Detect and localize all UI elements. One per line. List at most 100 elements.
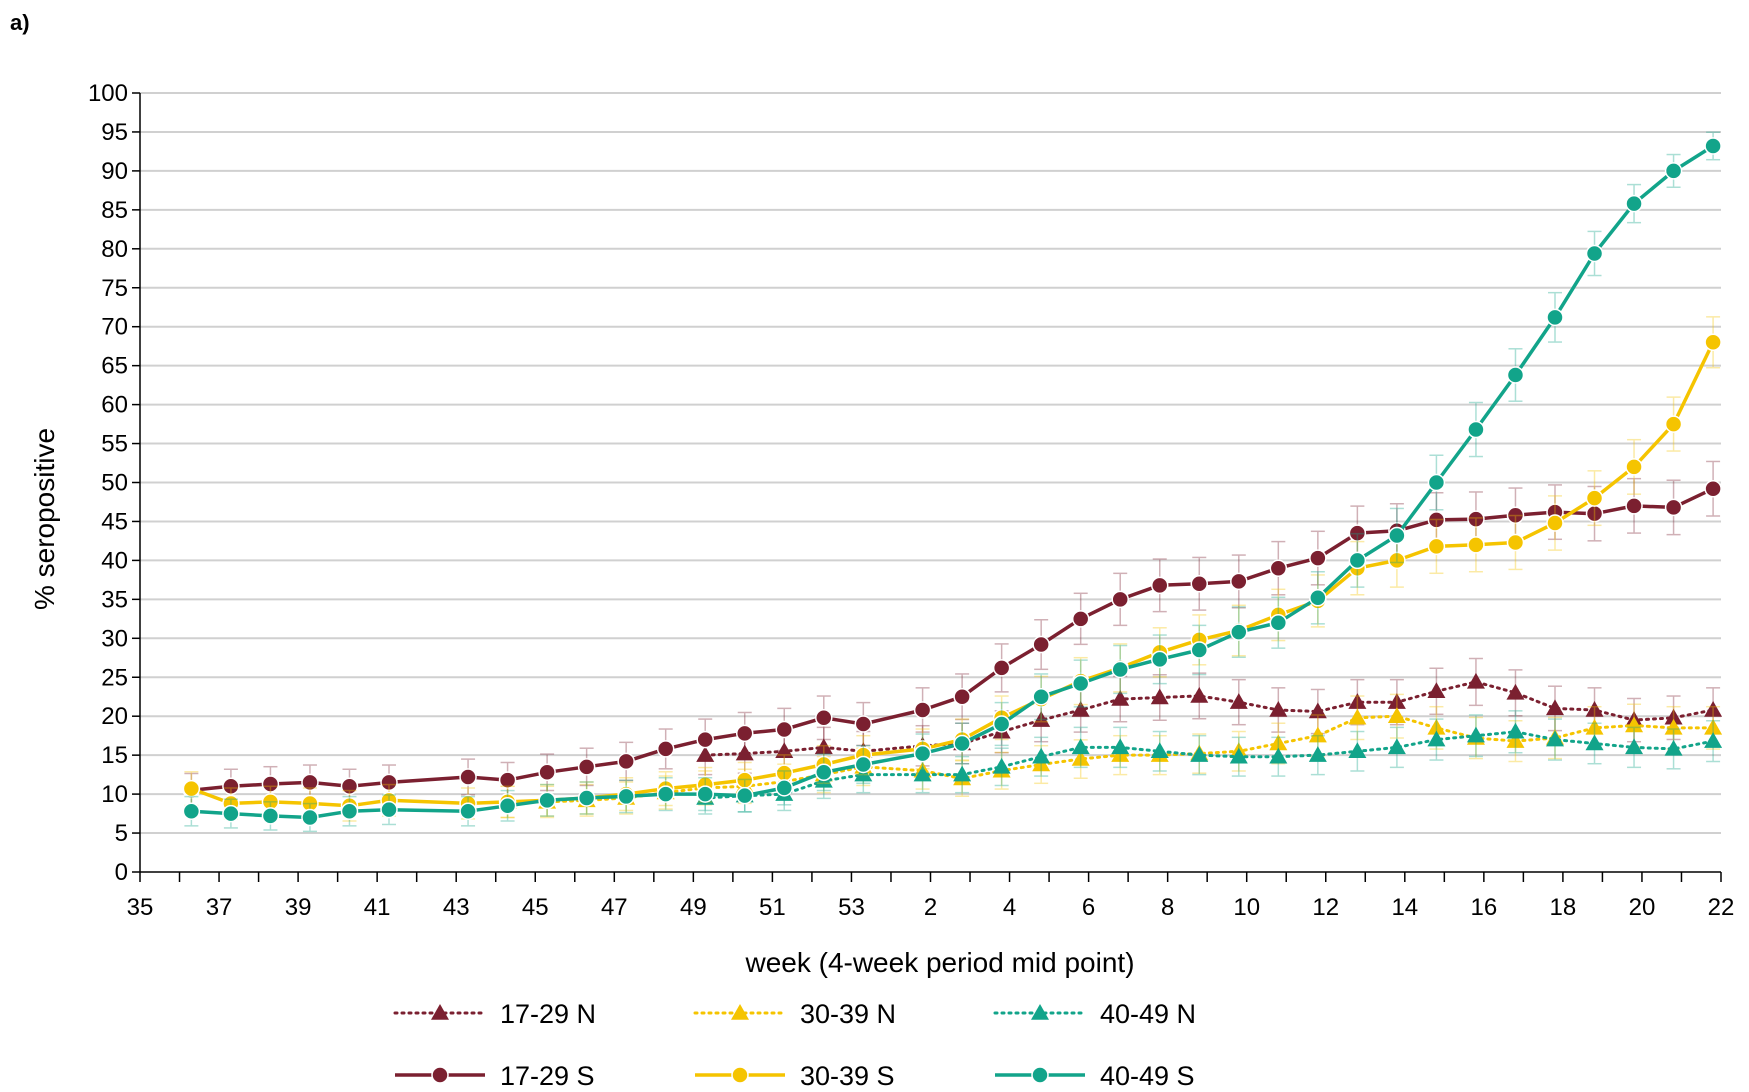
data-point [1269, 613, 1288, 632]
data-point [1388, 526, 1406, 545]
data-point [992, 757, 1011, 774]
series-40-49-n [696, 710, 1723, 815]
x-tick-label: 51 [759, 894, 786, 921]
data-point [1625, 458, 1643, 476]
data-point [1348, 708, 1367, 725]
y-axis-title: % seropositive [29, 428, 60, 610]
data-point [1348, 742, 1367, 759]
data-point [1190, 575, 1209, 593]
legend-entry: 17-29 N [393, 999, 596, 1029]
data-point [1427, 718, 1446, 735]
x-tick-label: 37 [206, 894, 233, 921]
data-point [1071, 738, 1090, 755]
data-point [1585, 489, 1604, 507]
data-point [1545, 699, 1564, 716]
data-point [1585, 718, 1604, 735]
legend-label: 30-39 N [800, 999, 896, 1029]
data-point [1585, 700, 1604, 717]
data-point [854, 765, 873, 782]
data-point [1467, 510, 1485, 528]
data-point [498, 771, 517, 789]
data-point [1625, 194, 1643, 213]
series-line [703, 730, 1715, 800]
data-point [815, 763, 833, 782]
y-tick-label: 25 [101, 664, 128, 691]
data-point [1111, 590, 1129, 609]
data-point [992, 715, 1011, 733]
y-tick-label: 80 [101, 236, 128, 263]
data-point [182, 779, 201, 798]
data-point [775, 779, 794, 797]
y-axis-ticks: 0 5 10 15 20 25 30 35 40 45 50 55 60 65 70 75 80 85 90 95 10… [88, 80, 140, 886]
series-17-29-s [182, 460, 1722, 808]
data-point [1071, 700, 1090, 717]
data-point [1071, 674, 1090, 693]
legend-label: 30-39 S [800, 1061, 895, 1091]
data-point [656, 785, 675, 803]
data-point [1150, 576, 1169, 595]
data-point [222, 777, 240, 796]
legend-marker [431, 1004, 449, 1020]
data-point [992, 659, 1011, 677]
data-point [1032, 687, 1050, 706]
x-tick-label: 47 [601, 894, 628, 921]
legend: 17-29 N 30-39 N 40-49 N 17-29 S 30-39 S 40-49… [393, 999, 1196, 1091]
data-point [1309, 549, 1327, 567]
x-tick-label: 8 [1161, 894, 1174, 921]
data-point [1546, 308, 1564, 327]
series-line [190, 341, 1715, 808]
legend-entry: 30-39 S [695, 1061, 895, 1091]
data-point [696, 730, 714, 749]
y-tick-label: 100 [88, 80, 128, 107]
data-point [1506, 366, 1525, 384]
data-point [1348, 551, 1367, 570]
data-point [1506, 722, 1525, 739]
data-point [775, 742, 794, 759]
y-tick-label: 85 [101, 197, 128, 224]
data-point [1664, 708, 1683, 725]
data-point [735, 786, 754, 805]
data-point [854, 715, 873, 733]
data-point [1190, 641, 1209, 659]
data-point [1467, 536, 1485, 554]
data-point [1308, 746, 1327, 762]
data-point [1230, 572, 1248, 591]
data-point [538, 791, 556, 810]
gridlines [139, 92, 1721, 873]
x-tick-label: 2 [924, 894, 937, 921]
data-point [696, 746, 715, 762]
data-point [1664, 162, 1683, 180]
data-point [1190, 686, 1209, 703]
data-point [459, 802, 477, 820]
y-tick-label: 30 [101, 625, 128, 652]
x-tick-label: 20 [1629, 894, 1656, 921]
legend-label: 40-49 S [1100, 1061, 1195, 1091]
data-point [1664, 498, 1683, 517]
data-point [1427, 511, 1446, 529]
data-point [1269, 734, 1288, 751]
y-tick-label: 65 [101, 353, 128, 380]
data-point [1387, 738, 1406, 755]
data-point [815, 709, 833, 727]
data-point [617, 787, 635, 806]
y-tick-label: 35 [101, 586, 128, 613]
data-point [1269, 559, 1288, 577]
data-point [498, 797, 517, 815]
data-point [380, 800, 398, 819]
data-point [1625, 716, 1644, 733]
legend-marker [731, 1066, 749, 1084]
data-point [459, 768, 477, 786]
data-point [1466, 672, 1485, 689]
data-point [1269, 700, 1288, 717]
data-point [1150, 688, 1169, 705]
legend-entry: 17-29 S [395, 1061, 595, 1091]
data-point [577, 789, 596, 807]
data-point [1229, 693, 1248, 709]
data-point [1466, 726, 1485, 743]
data-point [1585, 734, 1604, 751]
legend-label: 40-49 N [1100, 999, 1196, 1029]
data-point [1308, 726, 1327, 743]
data-point [1704, 479, 1722, 498]
data-point [1625, 738, 1644, 755]
x-tick-label: 41 [364, 894, 391, 921]
